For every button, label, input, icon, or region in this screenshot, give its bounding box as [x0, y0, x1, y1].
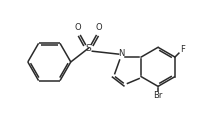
Text: S: S	[85, 44, 91, 53]
Text: N: N	[118, 49, 125, 58]
Text: O: O	[96, 23, 102, 32]
Text: O: O	[74, 23, 81, 32]
Text: Br: Br	[153, 91, 163, 100]
Text: F: F	[180, 45, 185, 54]
